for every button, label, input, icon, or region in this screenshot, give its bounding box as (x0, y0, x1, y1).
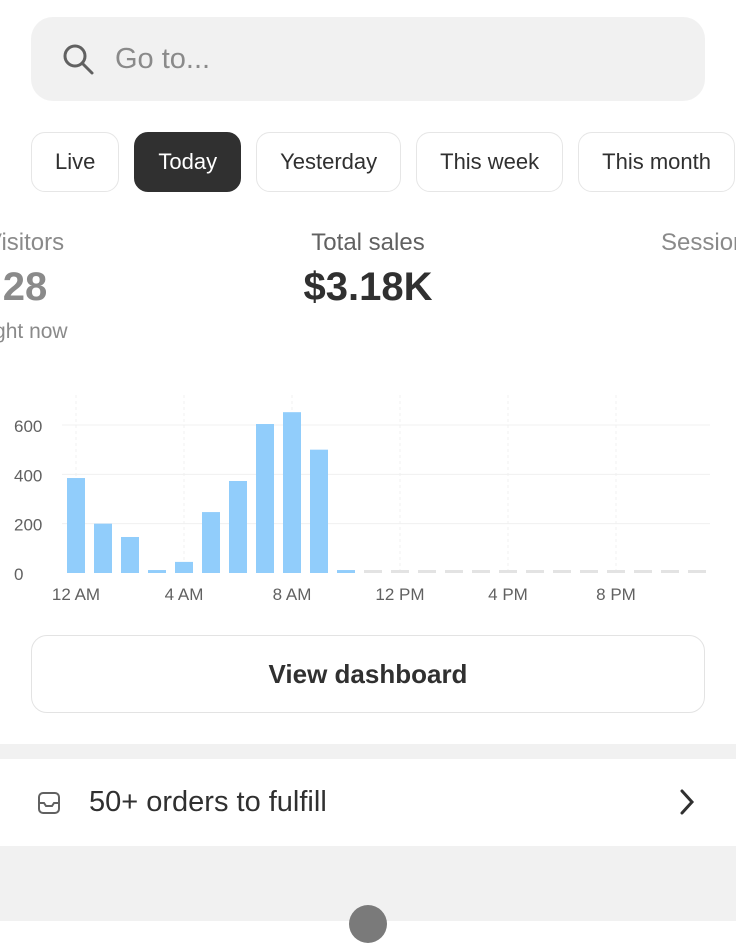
bar-empty (661, 570, 679, 573)
bar-empty (688, 570, 706, 573)
tab-live[interactable]: Live (31, 132, 120, 192)
bar-empty (418, 570, 436, 573)
bar-empty (607, 570, 625, 573)
orders-to-fulfill-row[interactable]: 50+ orders to fulfill (0, 759, 736, 846)
bar-empty (553, 570, 571, 573)
sales-chart: 0 200 400 600 12 AM 4 AM 8 AM 12 PM 4 PM 8 PM (14, 395, 710, 604)
bar-empty (526, 570, 544, 573)
bar (229, 480, 247, 573)
x-tick-label: 4 AM (165, 585, 204, 604)
orders-label: 50+ orders to fulfill (89, 786, 327, 818)
search-icon (63, 44, 94, 75)
search-input[interactable] (113, 41, 677, 77)
x-tick-label: 8 AM (273, 585, 312, 604)
bar (175, 561, 193, 573)
bar (337, 570, 355, 573)
search-bar[interactable] (31, 17, 705, 101)
bar-empty (391, 570, 409, 573)
x-tick-label: 12 AM (52, 585, 100, 604)
bar-empty (499, 570, 517, 573)
y-tick-label: 600 (14, 417, 42, 436)
tab-yesterday[interactable]: Yesterday (256, 132, 402, 192)
bar-empty (634, 570, 652, 573)
section-divider (0, 744, 736, 759)
sessions-label: Sessions (661, 229, 736, 256)
view-dashboard-button[interactable]: View dashboard (31, 635, 705, 713)
bar (283, 412, 301, 573)
bar-empty (472, 570, 490, 573)
chevron-right-icon (680, 789, 695, 815)
y-tick-label: 200 (14, 516, 42, 535)
y-tick-label: 400 (14, 466, 42, 485)
visitors-sub: right now (0, 320, 68, 343)
tab-this-week[interactable]: This week (416, 132, 564, 192)
tab-this-month[interactable]: This month (578, 132, 735, 192)
inbox-icon (38, 791, 60, 814)
bar-empty (580, 570, 598, 573)
bar (310, 449, 328, 573)
metric-sessions[interactable]: Sessions (661, 229, 736, 257)
bar (202, 512, 220, 573)
bar (256, 424, 274, 573)
x-tick-label: 8 PM (596, 585, 636, 604)
metric-total-sales[interactable]: Total sales $3.18K (218, 229, 518, 310)
metric-visitors[interactable]: Visitors 28 right now (0, 229, 120, 344)
visitors-value: 28 (2, 265, 48, 309)
tab-today[interactable]: Today (134, 132, 242, 192)
bar (148, 570, 166, 573)
visitors-label: Visitors (0, 229, 65, 256)
sales-label: Total sales (311, 229, 425, 256)
y-tick-label: 0 (14, 565, 23, 584)
bar-empty (445, 570, 463, 573)
bar (121, 536, 139, 573)
x-tick-label: 4 PM (488, 585, 528, 604)
date-range-tabs: Live Today Yesterday This week This mont… (31, 132, 735, 192)
bar (94, 523, 112, 573)
sales-value: $3.18K (303, 265, 433, 309)
floating-icon[interactable] (349, 905, 387, 943)
x-tick-label: 12 PM (375, 585, 424, 604)
bar-empty (364, 570, 382, 573)
bar (67, 478, 85, 573)
